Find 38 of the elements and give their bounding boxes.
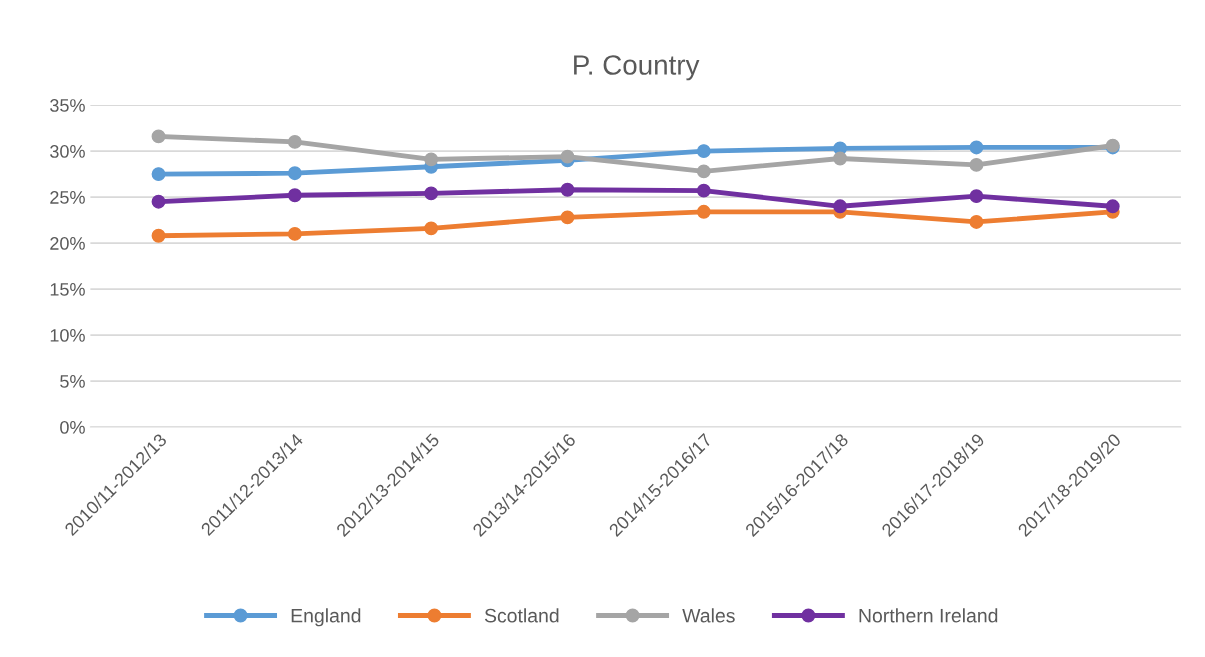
- point: [969, 189, 984, 204]
- point: [560, 182, 575, 197]
- y-tick-label: 15%: [50, 283, 85, 296]
- y-tick-label: 25%: [50, 191, 85, 204]
- y-tick-label: 10%: [50, 329, 85, 342]
- point: [287, 134, 302, 149]
- point: [696, 183, 711, 198]
- point: [151, 228, 166, 243]
- point: [424, 186, 439, 201]
- point: [151, 194, 166, 209]
- point: [151, 129, 166, 144]
- y-tick-label: 0%: [60, 420, 85, 434]
- point: [287, 166, 302, 181]
- y-tick-label: 20%: [50, 237, 85, 250]
- point: [696, 164, 711, 179]
- legend-label: England: [291, 608, 361, 627]
- legend-label: Wales: [682, 608, 735, 623]
- legend-label: Northern Ireland: [859, 608, 998, 623]
- point: [969, 157, 984, 172]
- point: [1105, 199, 1120, 214]
- point: [151, 167, 166, 182]
- point: [287, 226, 302, 241]
- point: [287, 188, 302, 203]
- y-tick-label: 35%: [50, 99, 85, 112]
- y-tick-label: 30%: [50, 145, 85, 158]
- chart-title: P. Country: [574, 55, 700, 81]
- point: [560, 149, 575, 164]
- point: [969, 140, 984, 155]
- point: [560, 210, 575, 225]
- point: [696, 204, 711, 219]
- legend-label: Scotland: [484, 608, 559, 623]
- point: [833, 151, 848, 166]
- y-tick-label: 5%: [60, 375, 85, 388]
- point: [833, 199, 848, 214]
- point: [696, 144, 711, 159]
- point: [969, 214, 984, 229]
- point: [424, 221, 439, 236]
- point: [424, 152, 439, 167]
